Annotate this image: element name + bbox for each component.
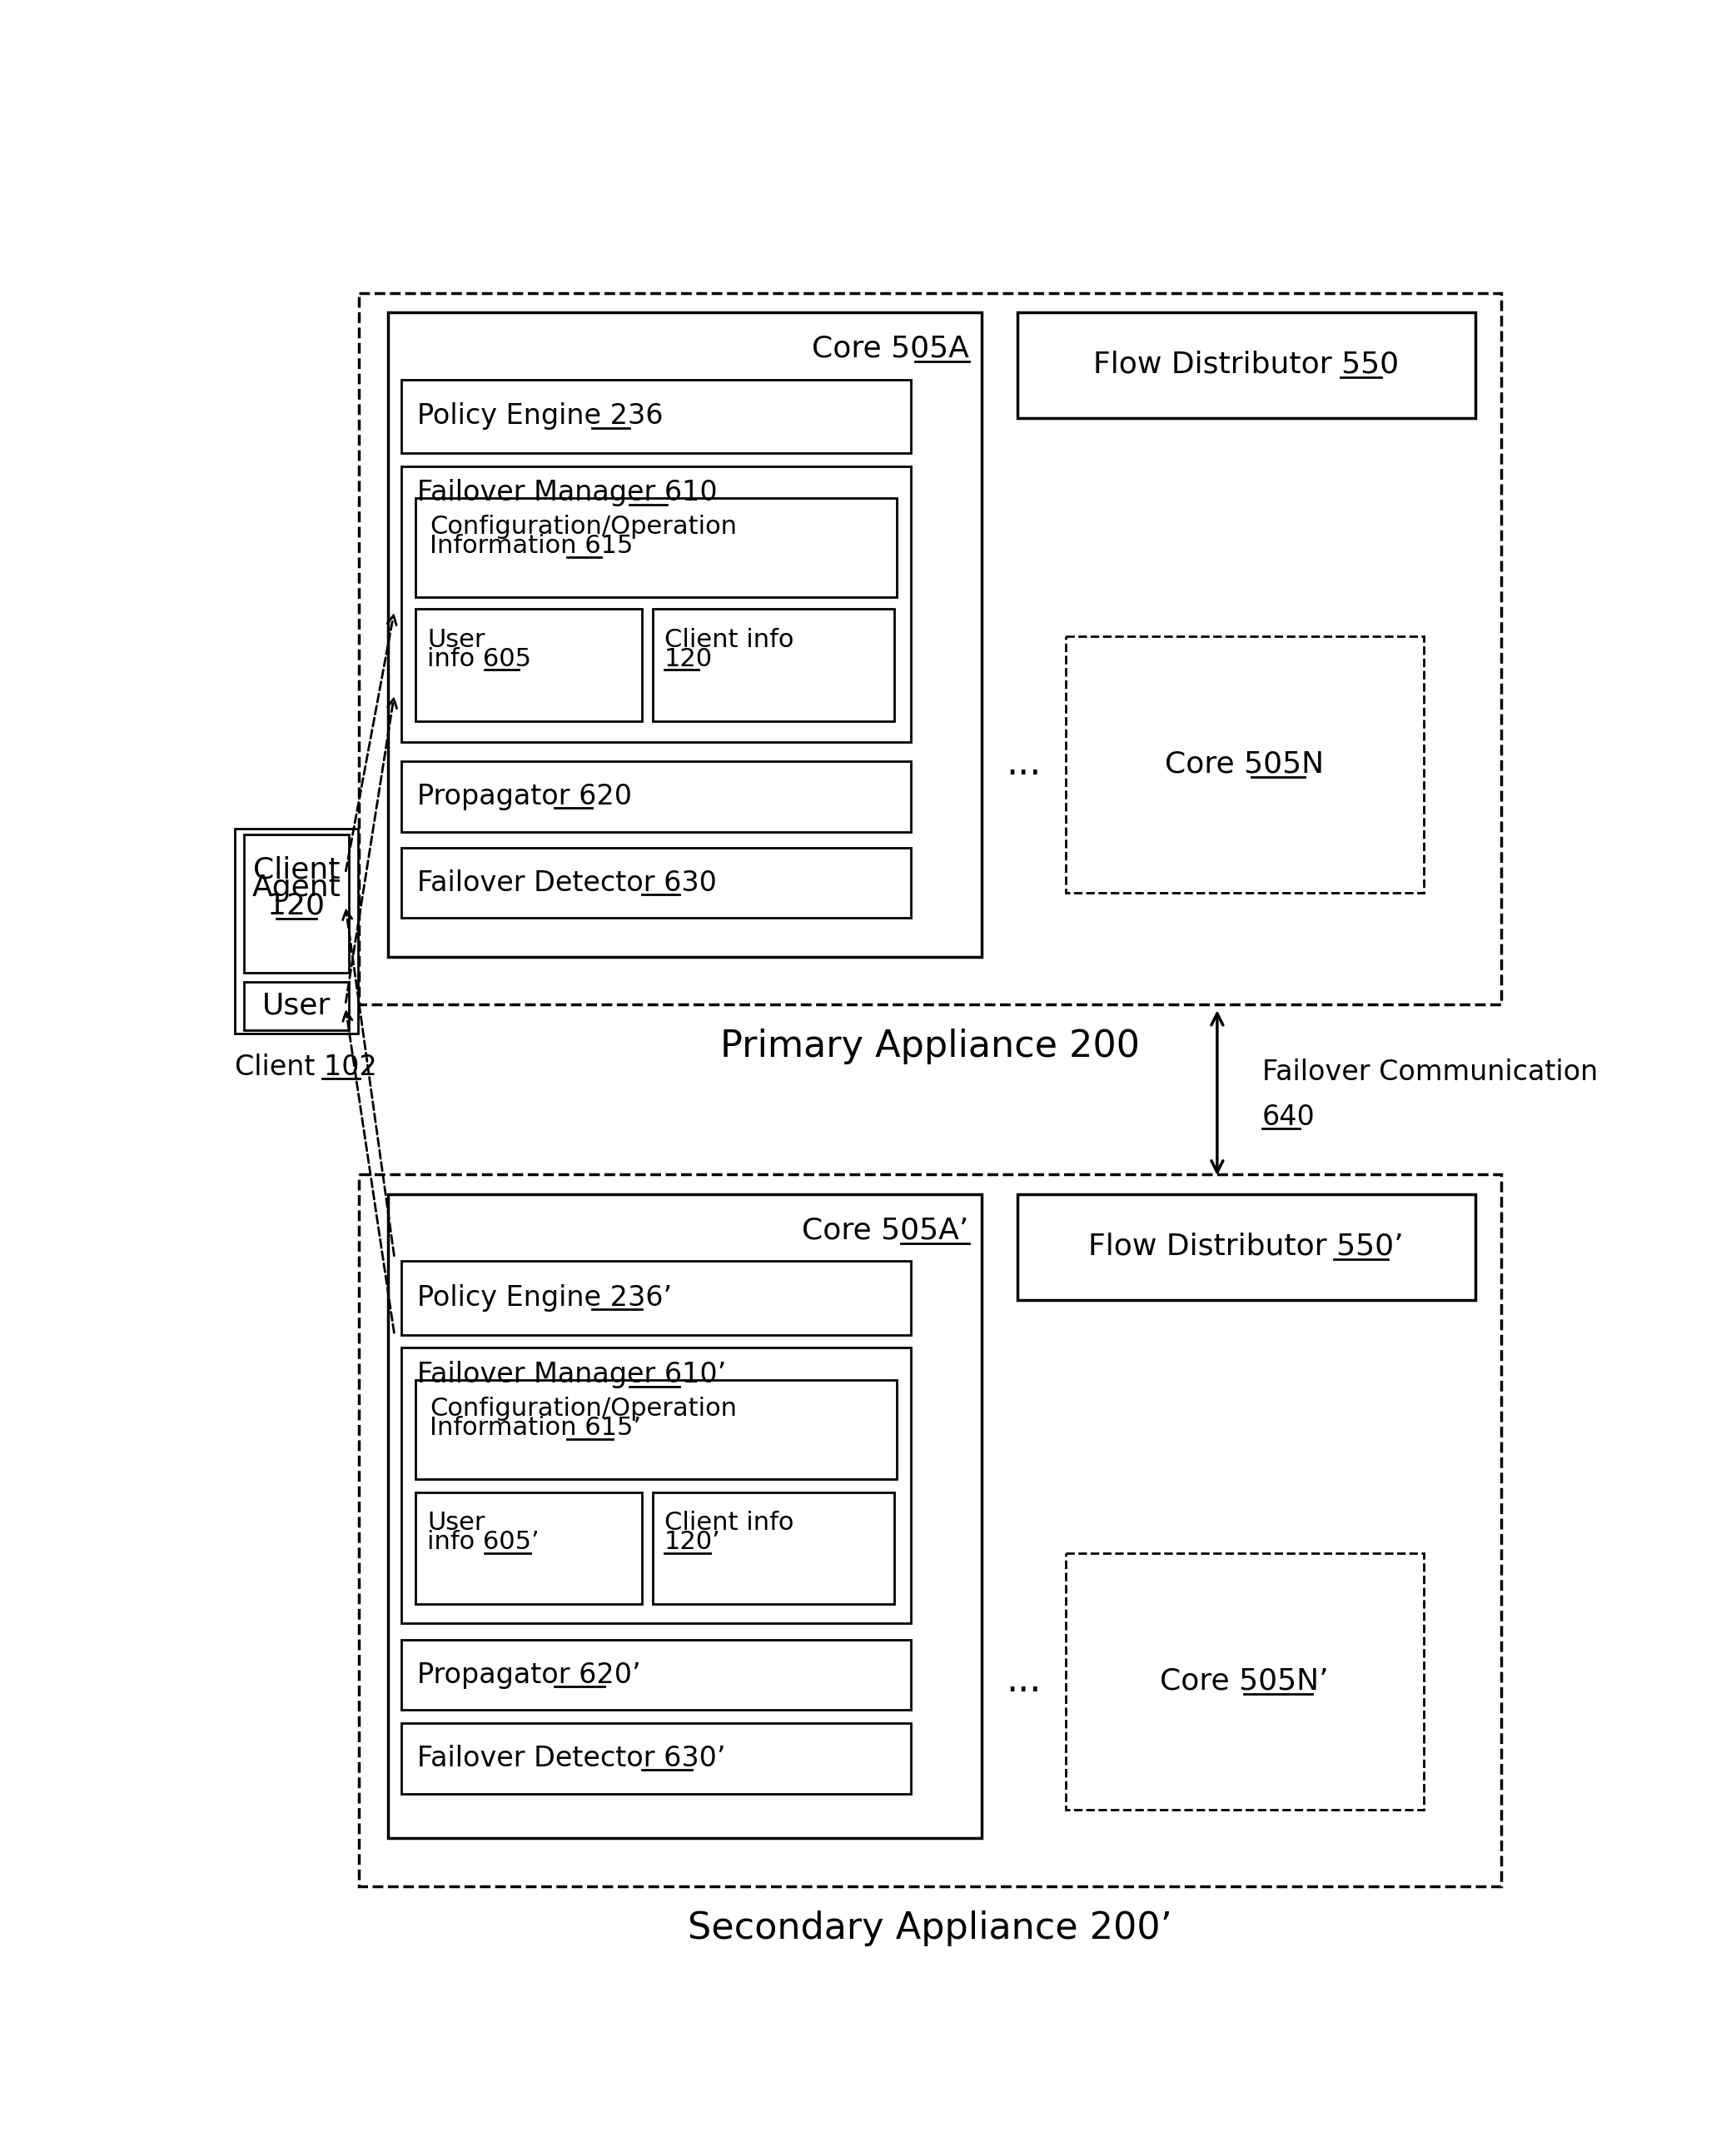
Text: Client info: Client info <box>665 1511 793 1535</box>
FancyBboxPatch shape <box>415 498 896 597</box>
Text: Core 505A: Core 505A <box>811 335 969 363</box>
FancyBboxPatch shape <box>401 1348 911 1623</box>
Text: ...: ... <box>1005 747 1042 782</box>
Text: info 605’: info 605’ <box>427 1531 540 1554</box>
Text: Flow Distributor 550’: Flow Distributor 550’ <box>1088 1232 1404 1260</box>
Text: Information 615’: Information 615’ <box>431 1415 641 1441</box>
FancyBboxPatch shape <box>401 1722 911 1793</box>
Text: User: User <box>427 627 486 653</box>
Text: Failover Communication: Failover Communication <box>1262 1058 1599 1086</box>
Text: Agent: Agent <box>252 874 340 902</box>
FancyBboxPatch shape <box>415 1492 642 1604</box>
FancyBboxPatch shape <box>245 983 349 1031</box>
Text: Primary Appliance 200: Primary Appliance 200 <box>720 1028 1141 1065</box>
Text: Client info: Client info <box>665 627 793 653</box>
Text: User: User <box>262 992 330 1020</box>
FancyBboxPatch shape <box>401 848 911 919</box>
FancyBboxPatch shape <box>401 1640 911 1711</box>
Text: info 605: info 605 <box>427 646 531 672</box>
FancyBboxPatch shape <box>415 610 642 721</box>
Text: User: User <box>427 1511 486 1535</box>
Text: Failover Manager 610: Failover Manager 610 <box>417 479 717 507</box>
FancyBboxPatch shape <box>415 1381 896 1479</box>
Text: Information 615: Information 615 <box>431 535 634 558</box>
Text: Core 505A’: Core 505A’ <box>802 1217 969 1245</box>
Text: 120: 120 <box>665 646 712 672</box>
Text: Core 505N’: Core 505N’ <box>1160 1666 1328 1696</box>
FancyBboxPatch shape <box>401 1260 911 1335</box>
Text: Secondary Appliance 200’: Secondary Appliance 200’ <box>687 1911 1172 1945</box>
FancyBboxPatch shape <box>653 610 894 721</box>
FancyBboxPatch shape <box>359 292 1502 1005</box>
Text: Propagator 620’: Propagator 620’ <box>417 1662 641 1688</box>
FancyBboxPatch shape <box>401 466 911 743</box>
FancyBboxPatch shape <box>245 835 349 973</box>
Text: Propagator 620: Propagator 620 <box>417 782 632 809</box>
FancyBboxPatch shape <box>389 311 981 958</box>
FancyBboxPatch shape <box>234 829 358 1033</box>
FancyBboxPatch shape <box>1017 1194 1476 1299</box>
Text: Failover Detector 630’: Failover Detector 630’ <box>417 1746 726 1771</box>
Text: 640: 640 <box>1262 1104 1316 1131</box>
Text: Policy Engine 236’: Policy Engine 236’ <box>417 1284 672 1312</box>
Text: Flow Distributor 550: Flow Distributor 550 <box>1094 350 1399 378</box>
Text: Client 102: Client 102 <box>234 1054 377 1080</box>
FancyBboxPatch shape <box>401 760 911 831</box>
Text: Policy Engine 236: Policy Engine 236 <box>417 401 663 429</box>
Text: Configuration/Operation: Configuration/Operation <box>431 1398 738 1421</box>
Text: Failover Detector 630: Failover Detector 630 <box>417 870 717 897</box>
FancyBboxPatch shape <box>359 1174 1502 1887</box>
FancyBboxPatch shape <box>1066 636 1424 893</box>
FancyBboxPatch shape <box>1066 1552 1424 1810</box>
Text: Failover Manager 610’: Failover Manager 610’ <box>417 1361 726 1389</box>
FancyBboxPatch shape <box>653 1492 894 1604</box>
Text: 120: 120 <box>267 891 325 921</box>
FancyBboxPatch shape <box>1017 311 1476 419</box>
Text: Core 505N: Core 505N <box>1165 749 1325 779</box>
Text: Configuration/Operation: Configuration/Operation <box>431 515 738 539</box>
Text: ...: ... <box>1005 1664 1042 1698</box>
FancyBboxPatch shape <box>401 380 911 453</box>
FancyBboxPatch shape <box>389 1194 981 1838</box>
Text: Client: Client <box>253 857 340 885</box>
Text: 120’: 120’ <box>665 1531 720 1554</box>
